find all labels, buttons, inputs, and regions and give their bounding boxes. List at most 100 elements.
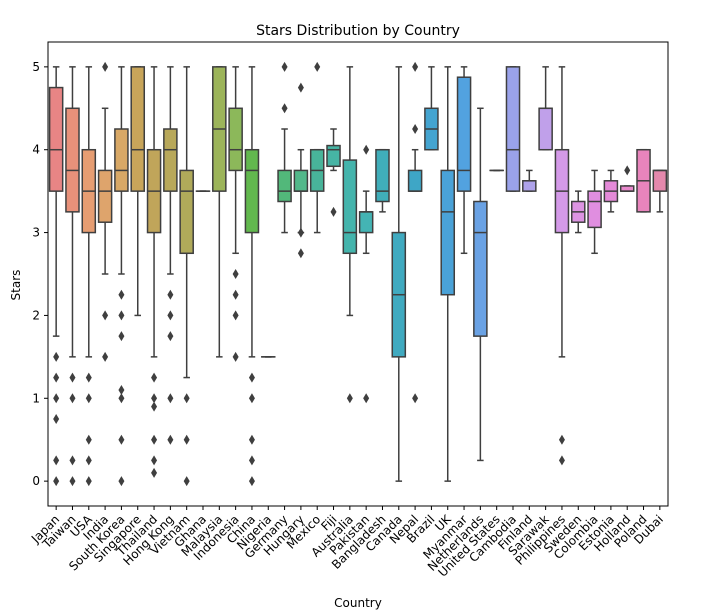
box-group [424,66,439,151]
outlier-point [248,455,255,466]
box-group [244,66,260,487]
box [538,107,553,151]
outlier-point [85,393,92,404]
box [97,169,113,223]
box-group [146,66,162,478]
outlier-point [412,393,419,404]
box [587,190,602,229]
outlier-point [183,434,190,445]
outlier-point [167,434,174,445]
box-group [81,66,97,487]
outlier-point [151,455,158,466]
outlier-point [167,289,174,300]
outlier-point [281,61,288,72]
outlier-point [69,372,76,383]
outlier-point [151,372,158,383]
box-group [326,128,341,217]
y-tick-label: 2 [32,308,40,322]
plot-frame [47,41,669,507]
outlier-point [232,351,239,362]
box [228,107,243,172]
outlier-point [118,385,125,395]
box-group [163,66,178,445]
box-group [603,169,619,213]
box-group [228,66,243,362]
box [505,66,521,192]
outlier-point [118,289,125,300]
box-group [65,66,80,487]
box-group [473,107,488,462]
outlier-point [558,434,565,445]
outlier-point [102,310,109,321]
box-group [652,169,668,213]
y-tick-label: 1 [32,391,40,405]
box-group [570,190,586,234]
box [326,144,341,168]
box-group [48,66,64,487]
y-tick-label: 0 [32,474,40,488]
outlier-point [624,165,631,176]
outlier-point [183,476,190,487]
outlier-point [412,61,419,72]
outlier-point [69,455,76,466]
box [342,159,358,255]
box-group [114,66,129,487]
outlier-point [151,393,158,404]
outlier-point [330,206,337,217]
outlier-point [85,372,92,383]
box-group [407,61,423,404]
outlier-point [118,434,125,445]
outlier-point [102,351,109,362]
box-group [587,169,602,255]
box [179,169,194,255]
outlier-point [167,310,174,321]
outlier-point [69,393,76,404]
box-group [456,66,472,255]
box-group [293,82,309,259]
box [293,169,309,192]
box-group [130,66,146,317]
box-group [554,66,570,466]
box-group [212,66,227,358]
boxes-layer [48,61,668,487]
box [130,66,146,192]
outlier-point [118,310,125,321]
box [48,86,64,192]
outlier-point [232,310,239,321]
y-tick-label: 3 [32,226,40,240]
box [375,148,390,203]
outlier-point [85,434,92,445]
outlier-point [363,144,370,155]
outlier-point [232,289,239,300]
outlier-point [102,61,109,72]
box [244,148,260,234]
box-group [342,66,358,404]
outlier-point [53,476,60,487]
outlier-point [53,393,60,404]
y-axis: 0 1 2 3 4 5 [32,60,48,488]
outlier-point [151,401,158,412]
chart-title: Stars Distribution by Country [256,23,460,39]
outlier-point [85,455,92,466]
box [652,169,668,192]
outlier-point [248,372,255,383]
box [407,169,423,192]
outlier-point [363,393,370,404]
outlier-point [118,476,125,487]
outlier-point [53,351,60,362]
outlier-point [53,455,60,466]
y-tick-label: 5 [32,60,40,74]
outlier-point [248,434,255,445]
box-group [375,148,390,213]
box [619,185,635,192]
x-axis-label: Country [334,596,382,610]
outlier-point [281,103,288,114]
box [522,180,537,192]
box-group [636,148,651,213]
outlier-point [85,476,92,487]
outlier-point [151,467,158,478]
box [456,76,472,192]
box-group [358,144,374,404]
